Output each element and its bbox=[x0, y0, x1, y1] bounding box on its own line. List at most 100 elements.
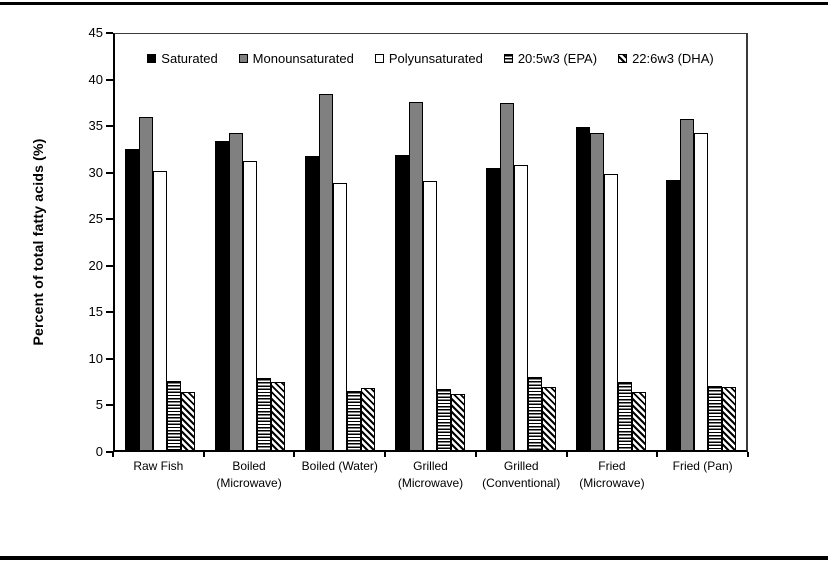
bar-22-6w3-dha-boiled-water bbox=[361, 387, 376, 450]
x-tick-mark-4 bbox=[474, 452, 477, 457]
y-tick-label-45: 45 bbox=[88, 25, 103, 40]
bar-saturated-grilled-microwave bbox=[395, 154, 410, 450]
x-tick-mark-0 bbox=[112, 452, 114, 457]
bar-22-6w3-dha-fried-pan bbox=[721, 386, 736, 450]
legend-item-saturated: Saturated bbox=[147, 51, 218, 66]
y-tick-mark-15 bbox=[106, 311, 113, 314]
bar-polyunsaturated-boiled-water bbox=[333, 182, 348, 450]
bar-group-boiled-microwave bbox=[205, 34, 295, 450]
y-tick-label-0: 0 bbox=[95, 444, 103, 459]
x-label-line: (Microwave) bbox=[216, 476, 282, 490]
legend-label: 22:6w3 (DHA) bbox=[632, 51, 714, 66]
x-label-line: Raw Fish bbox=[133, 459, 184, 473]
bar-22-6w3-dha-fried-microwave bbox=[631, 392, 646, 450]
bar-20-5w3-epa-boiled-water bbox=[347, 391, 362, 450]
bar-polyunsaturated-grilled-conventional bbox=[513, 165, 528, 450]
y-tick-mark-10 bbox=[106, 357, 113, 360]
bar-group-raw-fish bbox=[115, 34, 205, 450]
bar-group-grilled-conventional bbox=[476, 34, 566, 450]
bar-monounsaturated-boiled-microwave bbox=[229, 133, 244, 450]
bar-saturated-boiled-microwave bbox=[215, 140, 230, 450]
x-label-line: (Conventional) bbox=[482, 476, 561, 490]
bar-group-boiled-water bbox=[295, 34, 385, 450]
bar-monounsaturated-boiled-water bbox=[319, 94, 334, 450]
legend-item-monounsaturated: Monounsaturated bbox=[238, 51, 354, 66]
bar-monounsaturated-fried-microwave bbox=[589, 133, 604, 450]
x-label-line: Grilled bbox=[503, 459, 539, 473]
legend-item-20-5w3-epa: 20:5w3 (EPA) bbox=[503, 51, 598, 66]
y-axis-title: Percent of total fatty acids (%) bbox=[30, 138, 46, 346]
x-tick-mark-7 bbox=[747, 452, 749, 457]
bar-saturated-raw-fish bbox=[125, 149, 140, 450]
top-rule bbox=[0, 2, 828, 5]
bar-monounsaturated-grilled-microwave bbox=[409, 101, 424, 450]
legend-swatch-saturated bbox=[147, 54, 157, 63]
bar-group-fried-microwave bbox=[566, 34, 656, 450]
legend-label: Monounsaturated bbox=[252, 51, 354, 66]
x-label-fried-microwave: Fried (Microwave) bbox=[564, 458, 660, 492]
y-tick-label-5: 5 bbox=[95, 397, 103, 413]
legend-label: Polyunsaturated bbox=[388, 51, 483, 66]
y-tick-label-10: 10 bbox=[88, 350, 103, 366]
y-tick-mark-45 bbox=[106, 32, 113, 34]
x-tick-mark-2 bbox=[293, 452, 296, 457]
bar-monounsaturated-raw-fish bbox=[139, 116, 154, 450]
x-label-grilled-microwave: Grilled (Microwave) bbox=[383, 458, 479, 492]
y-tick-label-35: 35 bbox=[88, 118, 103, 134]
bar-polyunsaturated-grilled-microwave bbox=[423, 180, 438, 450]
y-tick-mark-5 bbox=[106, 404, 113, 407]
bar-polyunsaturated-fried-microwave bbox=[603, 174, 618, 450]
legend-label: 20:5w3 (EPA) bbox=[517, 51, 598, 66]
y-tick-label-15: 15 bbox=[88, 304, 103, 320]
y-tick-mark-25 bbox=[106, 218, 113, 221]
legend-item-22-6w3-dha: 22:6w3 (DHA) bbox=[618, 51, 714, 66]
x-label-line: Boiled bbox=[232, 459, 266, 473]
x-label-line: (Microwave) bbox=[579, 476, 645, 490]
y-tick-label-40: 40 bbox=[88, 71, 103, 87]
bar-monounsaturated-fried-pan bbox=[679, 118, 694, 450]
bar-polyunsaturated-boiled-microwave bbox=[243, 161, 258, 450]
y-tick-label-30: 30 bbox=[88, 164, 103, 180]
bar-saturated-grilled-conventional bbox=[485, 167, 500, 450]
bottom-rule bbox=[0, 556, 828, 560]
bar-20-5w3-epa-grilled-conventional bbox=[527, 377, 542, 450]
bar-monounsaturated-grilled-conventional bbox=[499, 102, 514, 450]
bar-saturated-fried-pan bbox=[665, 180, 680, 450]
legend-swatch-22-6w3-dha bbox=[618, 54, 628, 63]
x-tick-mark-1 bbox=[202, 452, 205, 457]
x-label-boiled-water: Boiled (Water) bbox=[292, 458, 388, 475]
bar-group-fried-pan bbox=[656, 34, 746, 450]
y-tick-label-20: 20 bbox=[88, 257, 103, 273]
x-label-boiled-microwave: Boiled (Microwave) bbox=[201, 458, 297, 492]
bar-20-5w3-epa-fried-pan bbox=[707, 385, 722, 450]
bar-polyunsaturated-fried-pan bbox=[693, 133, 708, 450]
x-label-raw-fish: Raw Fish bbox=[110, 458, 206, 475]
y-tick-mark-35 bbox=[106, 125, 113, 128]
x-label-grilled-conventional: Grilled (Conventional) bbox=[473, 458, 569, 492]
bar-22-6w3-dha-raw-fish bbox=[181, 392, 196, 450]
legend-swatch-monounsaturated bbox=[238, 54, 248, 63]
legend-label: Saturated bbox=[161, 51, 218, 66]
bar-20-5w3-epa-raw-fish bbox=[167, 381, 182, 450]
bar-20-5w3-epa-grilled-microwave bbox=[437, 388, 452, 450]
bar-saturated-boiled-water bbox=[305, 155, 320, 450]
x-label-line: Fried (Pan) bbox=[672, 459, 733, 473]
legend-item-polyunsaturated: Polyunsaturated bbox=[374, 51, 483, 66]
y-tick-mark-20 bbox=[106, 264, 113, 267]
plot-area: Saturated Monounsaturated Polyunsaturated 2… bbox=[113, 33, 748, 452]
bar-20-5w3-epa-boiled-microwave bbox=[257, 378, 272, 450]
bar-saturated-fried-microwave bbox=[575, 126, 590, 450]
bar-22-6w3-dha-grilled-microwave bbox=[451, 394, 466, 450]
legend: Saturated Monounsaturated Polyunsaturated 2… bbox=[115, 51, 746, 66]
bar-groups bbox=[115, 34, 746, 450]
y-tick-label-25: 25 bbox=[88, 211, 103, 227]
bar-20-5w3-epa-fried-microwave bbox=[617, 382, 632, 450]
y-tick-mark-0 bbox=[106, 451, 113, 453]
bar-group-grilled-microwave bbox=[385, 34, 475, 450]
bar-22-6w3-dha-boiled-microwave bbox=[271, 382, 286, 450]
x-tick-mark-5 bbox=[565, 452, 568, 457]
x-label-fried-pan: Fried (Pan) bbox=[655, 458, 751, 475]
legend-swatch-polyunsaturated bbox=[374, 54, 384, 63]
y-tick-mark-40 bbox=[106, 78, 113, 81]
